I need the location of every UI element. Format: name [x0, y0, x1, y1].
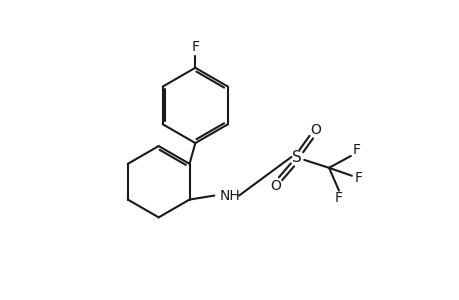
Text: F: F	[352, 143, 360, 157]
Text: S: S	[292, 150, 302, 165]
Text: F: F	[354, 171, 362, 185]
Text: NH: NH	[219, 189, 240, 202]
Text: O: O	[269, 179, 280, 193]
Text: F: F	[191, 40, 199, 54]
Text: F: F	[334, 190, 342, 205]
Text: O: O	[309, 123, 320, 137]
